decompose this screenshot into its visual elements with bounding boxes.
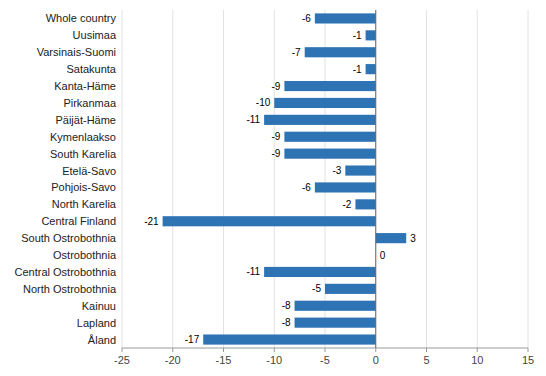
data-label: -2 [343, 199, 352, 210]
data-label: -1 [353, 30, 362, 41]
data-label: -7 [292, 47, 301, 58]
tick-mark [325, 348, 326, 352]
tick-mark [122, 348, 123, 352]
category-label: South Karelia [50, 148, 117, 160]
data-label: -11 [246, 266, 260, 277]
bar [203, 334, 376, 344]
data-label: -10 [256, 97, 271, 108]
category-label: Lapland [77, 317, 116, 329]
category-label: Central Ostrobothnia [15, 266, 117, 278]
category-label: North Ostrobothnia [23, 283, 117, 295]
category-label: Kanta-Häme [54, 80, 116, 92]
grid-line [375, 10, 376, 348]
tick-label: -20 [165, 354, 181, 366]
bar [284, 149, 375, 159]
category-label: Pohjois-Savo [51, 181, 116, 193]
category-label: Päijät-Häme [55, 114, 116, 126]
tick-mark [528, 348, 529, 352]
category-label: Kainuu [82, 300, 116, 312]
bars [163, 13, 407, 344]
tick-label: -15 [216, 354, 232, 366]
bar [366, 30, 376, 40]
tick-label: -25 [114, 354, 130, 366]
bar [315, 182, 376, 192]
tick-label: -5 [320, 354, 330, 366]
tick-mark [375, 348, 376, 352]
grid-line [325, 10, 326, 348]
category-label: Kymenlaakso [50, 131, 116, 143]
data-label: 0 [380, 250, 386, 261]
data-label: -6 [302, 182, 311, 193]
tick-mark [477, 348, 478, 352]
bar [264, 115, 376, 125]
data-label: 3 [410, 233, 416, 244]
category-label: Varsinais-Suomi [37, 46, 116, 58]
category-label: Satakunta [66, 63, 116, 75]
data-labels: -6-1-7-1-9-10-11-9-9-3-6-2-2130-11-5-8-8… [144, 13, 416, 345]
bar [366, 64, 376, 74]
tick-label: 10 [471, 354, 483, 366]
category-label: Åland [88, 334, 116, 346]
bar [284, 81, 375, 91]
grid-line [122, 10, 123, 348]
data-label: -9 [271, 131, 280, 142]
category-label: Whole country [46, 12, 117, 24]
grid-line [274, 10, 275, 348]
data-label: -9 [271, 81, 280, 92]
bar [325, 284, 376, 294]
category-label: North Karelia [52, 198, 117, 210]
zero-line [375, 10, 376, 348]
grid-line [477, 10, 478, 348]
category-label: Ostrobothnia [53, 249, 117, 261]
data-label: -9 [271, 148, 280, 159]
data-label: -11 [246, 114, 260, 125]
bar [264, 267, 376, 277]
tick-mark [274, 348, 275, 352]
bar [163, 216, 376, 226]
grid-line [426, 10, 427, 348]
bar [355, 199, 375, 209]
bar [376, 233, 406, 243]
bar [315, 13, 376, 23]
tick-label: 15 [522, 354, 534, 366]
grid-line [528, 10, 529, 348]
data-label: -8 [282, 317, 291, 328]
x-axis: -25 -20 -15 -10 -5 0 5 10 15 [114, 348, 534, 366]
tick-label: 5 [423, 354, 429, 366]
grid-line [223, 10, 224, 348]
chart: -25-20-15-10-5051015Whole countryUusimaa… [0, 0, 546, 376]
tick-mark [172, 348, 173, 352]
grid-line [172, 10, 173, 348]
bar [305, 47, 376, 57]
data-label: -1 [353, 64, 362, 75]
grid [122, 10, 528, 348]
bar [284, 132, 375, 142]
category-label: Uusimaa [73, 29, 117, 41]
data-label: -8 [282, 300, 291, 311]
axis-line [122, 348, 528, 349]
category-label: Pirkanmaa [63, 97, 116, 109]
bar [295, 301, 376, 311]
category-label: Etelä-Savo [62, 165, 116, 177]
tick-label: 0 [373, 354, 379, 366]
y-axis: Whole country Uusimaa Varsinais-Suomi Satak… [15, 12, 117, 345]
bar [274, 98, 376, 108]
data-label: -5 [312, 283, 321, 294]
category-label: South Ostrobothnia [21, 232, 117, 244]
tick-mark [426, 348, 427, 352]
data-label: -17 [185, 334, 200, 345]
bar [295, 318, 376, 328]
bar [345, 165, 375, 175]
data-label: -6 [302, 13, 311, 24]
category-label: Central Finland [41, 215, 116, 227]
tick-label: -10 [266, 354, 282, 366]
tick-mark [223, 348, 224, 352]
data-label: -21 [144, 216, 159, 227]
data-label: -3 [332, 165, 341, 176]
